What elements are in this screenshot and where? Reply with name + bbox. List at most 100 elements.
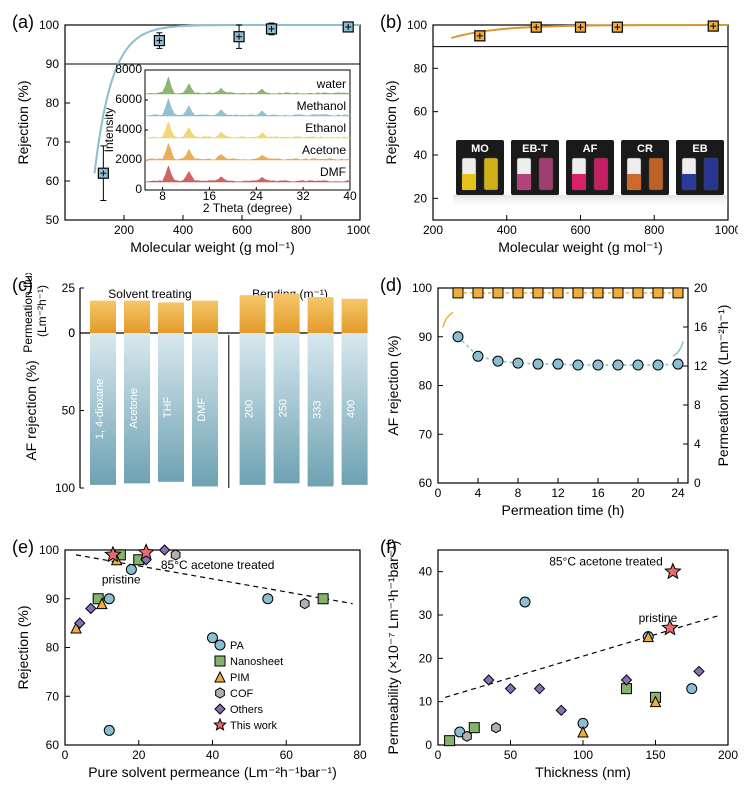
svg-text:60: 60 — [280, 748, 294, 762]
panel-b-chart: 200400600800100020406080100Molecular wei… — [378, 10, 738, 266]
svg-text:50: 50 — [62, 403, 76, 417]
svg-text:0: 0 — [135, 182, 142, 196]
panel-e-chart: 02040608060708090100Pure solvent permean… — [10, 535, 370, 791]
panel-e: (e) 02040608060708090100Pure solvent per… — [10, 535, 372, 792]
svg-text:Permeability (×10⁻⁷ Lm⁻¹h⁻¹bar: Permeability (×10⁻⁷ Lm⁻¹h⁻¹bar⁻¹) — [385, 541, 401, 755]
svg-text:(Lm⁻²h⁻¹): (Lm⁻²h⁻¹) — [35, 285, 49, 337]
svg-text:20: 20 — [414, 191, 428, 205]
svg-text:70: 70 — [419, 427, 433, 441]
svg-text:25: 25 — [62, 281, 76, 295]
svg-text:80: 80 — [46, 96, 60, 110]
svg-text:Rejection (%): Rejection (%) — [15, 80, 31, 164]
svg-text:1000: 1000 — [715, 223, 738, 237]
svg-text:40: 40 — [343, 189, 357, 203]
svg-text:60: 60 — [414, 105, 428, 119]
svg-text:60: 60 — [46, 738, 60, 752]
svg-text:COF: COF — [230, 688, 254, 700]
svg-text:This work: This work — [230, 720, 278, 732]
svg-text:200: 200 — [718, 748, 738, 762]
svg-text:70: 70 — [46, 690, 60, 704]
panel-a: (a) 20040060080010005060708090100Molecul… — [10, 10, 372, 267]
svg-text:EB-T: EB-T — [522, 143, 548, 155]
svg-text:8: 8 — [694, 398, 701, 412]
svg-text:800: 800 — [644, 223, 664, 237]
panel-d-label: (d) — [380, 275, 402, 296]
svg-text:4: 4 — [475, 486, 482, 500]
svg-text:0: 0 — [435, 748, 442, 762]
svg-text:16: 16 — [591, 486, 605, 500]
panel-e-label: (e) — [12, 537, 34, 558]
svg-text:Molecular weight (g mol⁻¹): Molecular weight (g mol⁻¹) — [498, 239, 663, 255]
svg-text:85°C acetone treated: 85°C acetone treated — [161, 558, 275, 572]
panel-a-label: (a) — [12, 12, 34, 33]
svg-text:100: 100 — [407, 18, 427, 32]
svg-text:Permeation time (h): Permeation time (h) — [502, 502, 625, 518]
svg-text:water: water — [316, 77, 346, 91]
panel-f: (f) 050100150200010203040Thickness (nm)P… — [378, 535, 740, 792]
svg-text:Acetone: Acetone — [128, 388, 140, 428]
svg-text:8: 8 — [515, 486, 522, 500]
svg-text:AF rejection (%): AF rejection (%) — [385, 335, 401, 435]
svg-text:pristine: pristine — [639, 611, 678, 625]
svg-text:20: 20 — [419, 652, 433, 666]
svg-text:80: 80 — [419, 378, 433, 392]
svg-text:Nanosheet: Nanosheet — [230, 656, 283, 668]
svg-text:Rejection (%): Rejection (%) — [15, 606, 31, 690]
svg-text:333: 333 — [312, 400, 324, 418]
svg-text:AF rejection (%): AF rejection (%) — [23, 360, 39, 460]
svg-text:90: 90 — [46, 592, 60, 606]
svg-text:Thickness (nm): Thickness (nm) — [535, 764, 631, 780]
svg-text:1, 4-dioxane: 1, 4-dioxane — [94, 378, 106, 439]
svg-text:DMF: DMF — [320, 165, 346, 179]
svg-text:6000: 6000 — [115, 92, 142, 106]
svg-text:0: 0 — [694, 476, 701, 490]
svg-text:20: 20 — [694, 281, 708, 295]
svg-text:600: 600 — [570, 223, 590, 237]
svg-text:40: 40 — [206, 748, 220, 762]
panel-c: (c) 025050100Permeation flux(Lm⁻²h⁻¹)AF … — [10, 273, 372, 530]
panel-d-chart: 0481216202460708090100048121620Permeatio… — [378, 273, 738, 529]
panel-b: (b) 200400600800100020406080100Molecular… — [378, 10, 740, 267]
svg-text:MO: MO — [471, 143, 489, 155]
panel-d: (d) 0481216202460708090100048121620Perme… — [378, 273, 740, 530]
panel-a-chart: 20040060080010005060708090100Molecular w… — [10, 10, 370, 266]
svg-text:Rejection (%): Rejection (%) — [383, 80, 399, 164]
svg-text:400: 400 — [497, 223, 517, 237]
svg-text:0: 0 — [435, 486, 442, 500]
svg-text:4: 4 — [694, 437, 701, 451]
svg-text:DMF: DMF — [196, 397, 208, 421]
svg-text:80: 80 — [46, 641, 60, 655]
svg-text:Methanol: Methanol — [297, 99, 346, 113]
svg-text:2000: 2000 — [115, 152, 142, 166]
svg-text:30: 30 — [419, 608, 433, 622]
svg-text:50: 50 — [46, 213, 60, 227]
panel-f-chart: 050100150200010203040Thickness (nm)Perme… — [378, 535, 738, 791]
svg-text:24: 24 — [671, 486, 685, 500]
svg-text:40: 40 — [419, 565, 433, 579]
svg-text:400: 400 — [173, 223, 193, 237]
svg-text:800: 800 — [291, 223, 311, 237]
svg-text:Solvent treating: Solvent treating — [108, 287, 191, 301]
svg-text:AF: AF — [583, 143, 598, 155]
svg-text:PA: PA — [230, 640, 245, 652]
svg-text:12: 12 — [694, 359, 708, 373]
svg-text:Ethanol: Ethanol — [305, 121, 346, 135]
svg-text:70: 70 — [46, 135, 60, 149]
svg-text:85°C acetone treated: 85°C acetone treated — [549, 555, 663, 569]
svg-text:100: 100 — [573, 748, 593, 762]
svg-text:PIM: PIM — [230, 672, 250, 684]
svg-text:150: 150 — [645, 748, 665, 762]
svg-text:EB: EB — [692, 143, 707, 155]
svg-text:0: 0 — [425, 738, 432, 752]
svg-text:50: 50 — [504, 748, 518, 762]
svg-text:80: 80 — [353, 748, 367, 762]
svg-text:16: 16 — [694, 320, 708, 334]
svg-text:0: 0 — [62, 748, 69, 762]
svg-text:90: 90 — [46, 57, 60, 71]
svg-text:Others: Others — [230, 704, 264, 716]
svg-text:400: 400 — [346, 399, 358, 417]
svg-text:250: 250 — [278, 399, 290, 417]
svg-text:100: 100 — [39, 543, 59, 557]
svg-text:200: 200 — [244, 399, 256, 417]
svg-text:Permeation flux (Lm⁻²h⁻¹): Permeation flux (Lm⁻²h⁻¹) — [715, 304, 731, 466]
